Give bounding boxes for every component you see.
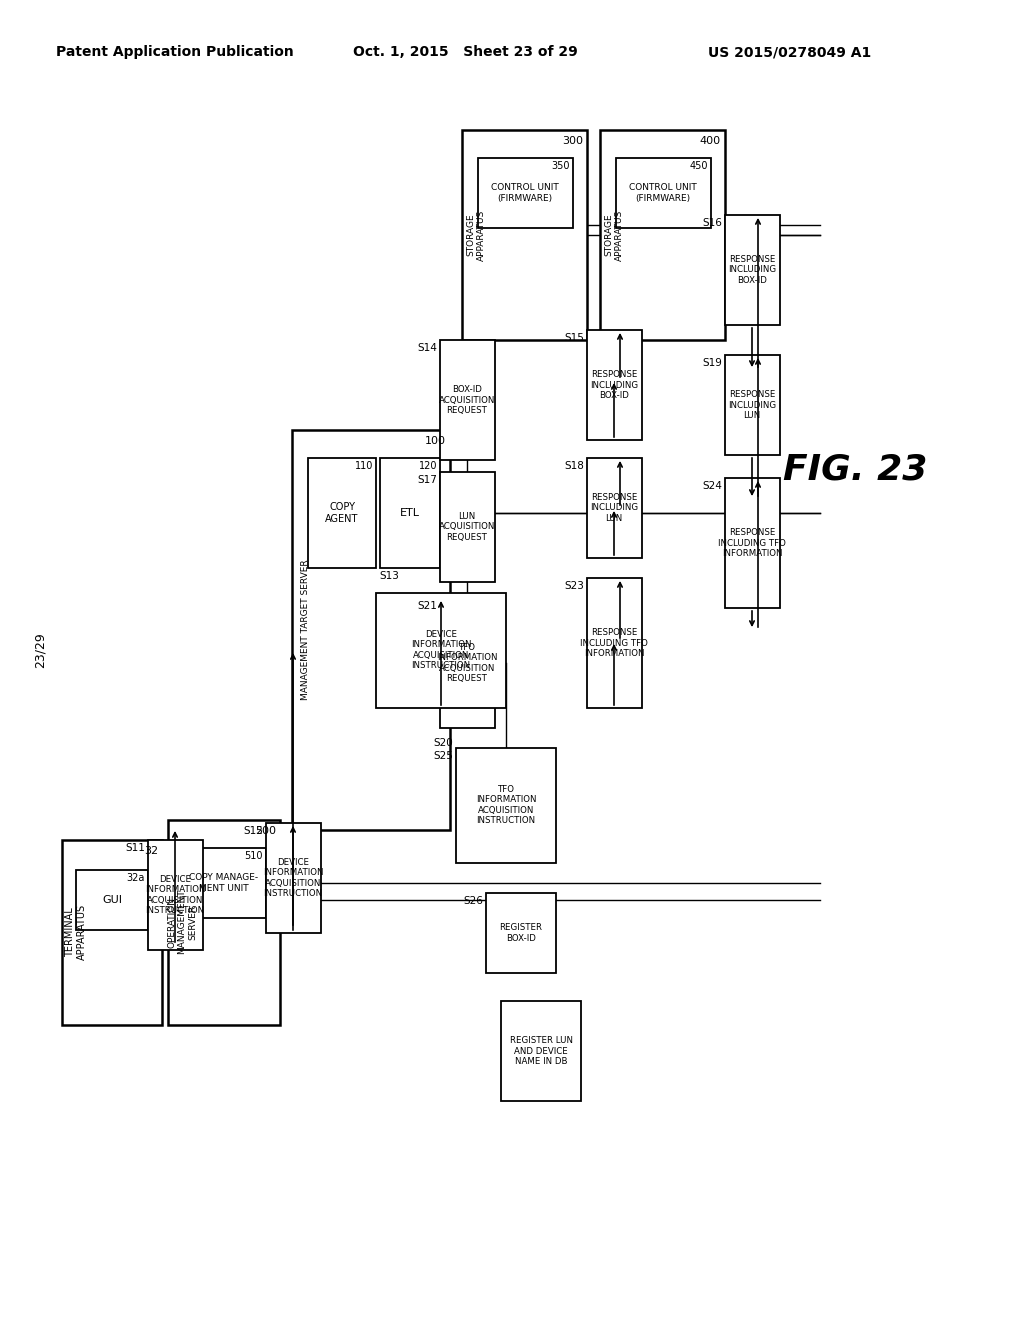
- Text: BOX-ID
ACQUISITION
REQUEST: BOX-ID ACQUISITION REQUEST: [439, 385, 496, 414]
- Text: US 2015/0278049 A1: US 2015/0278049 A1: [709, 45, 871, 59]
- Bar: [501, 1001, 581, 1101]
- Text: S21: S21: [417, 601, 437, 611]
- Text: 23/29: 23/29: [34, 632, 46, 668]
- Text: 450: 450: [689, 161, 708, 172]
- Text: ETL: ETL: [400, 508, 420, 517]
- Bar: [266, 822, 321, 933]
- Text: RESPONSE
INCLUDING
LUN: RESPONSE INCLUDING LUN: [590, 494, 638, 523]
- Text: S24: S24: [702, 480, 722, 491]
- Text: 110: 110: [354, 461, 373, 471]
- Bar: [76, 870, 148, 931]
- Text: STORAGE
APPARATUS: STORAGE APPARATUS: [604, 210, 624, 260]
- Text: OPERATION
MANAGEMENT
SERVER: OPERATION MANAGEMENT SERVER: [167, 890, 197, 954]
- Bar: [600, 129, 725, 341]
- Text: S14: S14: [417, 343, 437, 352]
- Bar: [486, 894, 556, 973]
- Bar: [440, 473, 495, 582]
- Bar: [725, 478, 780, 609]
- Text: RESPONSE
INCLUDING TFO
INFORMATION: RESPONSE INCLUDING TFO INFORMATION: [718, 528, 786, 558]
- Bar: [462, 129, 587, 341]
- Text: REGISTER LUN
AND DEVICE
NAME IN DB: REGISTER LUN AND DEVICE NAME IN DB: [510, 1036, 572, 1067]
- Bar: [440, 341, 495, 459]
- Bar: [292, 430, 450, 830]
- Bar: [725, 355, 780, 455]
- Text: DEVICE
INFORMATION
ACQUISITION
INSTRUCTION: DEVICE INFORMATION ACQUISITION INSTRUCTI…: [144, 875, 205, 915]
- Text: S11: S11: [125, 843, 145, 853]
- Bar: [182, 847, 266, 917]
- Text: Patent Application Publication: Patent Application Publication: [56, 45, 294, 59]
- Bar: [456, 748, 556, 863]
- Text: S16: S16: [702, 218, 722, 228]
- Text: CONTROL UNIT
(FIRMWARE): CONTROL UNIT (FIRMWARE): [629, 183, 697, 203]
- Bar: [587, 458, 642, 558]
- Bar: [148, 840, 203, 950]
- Text: 350: 350: [552, 161, 570, 172]
- Text: GUI: GUI: [102, 895, 122, 906]
- Text: S25: S25: [433, 751, 453, 762]
- Text: RESPONSE
INCLUDING
BOX-ID: RESPONSE INCLUDING BOX-ID: [728, 255, 776, 285]
- Text: RESPONSE
INCLUDING
BOX-ID: RESPONSE INCLUDING BOX-ID: [590, 370, 638, 400]
- Text: COPY
AGENT: COPY AGENT: [326, 502, 358, 524]
- Text: TFO
INFORMATION
ACQUISITION
INSTRUCTION: TFO INFORMATION ACQUISITION INSTRUCTION: [476, 785, 537, 825]
- Text: STORAGE
APPARATUS: STORAGE APPARATUS: [466, 210, 485, 260]
- Bar: [376, 593, 506, 708]
- Text: RESPONSE
INCLUDING
LUN: RESPONSE INCLUDING LUN: [728, 391, 776, 420]
- Bar: [587, 330, 642, 440]
- Text: 510: 510: [245, 851, 263, 861]
- Text: 300: 300: [562, 136, 583, 147]
- Text: S18: S18: [564, 461, 584, 471]
- Text: MANAGEMENT TARGET SERVER: MANAGEMENT TARGET SERVER: [301, 560, 310, 701]
- Text: 120: 120: [419, 461, 437, 471]
- Text: FIG. 23: FIG. 23: [782, 453, 927, 487]
- Text: COPY MANAGE-
MENT UNIT: COPY MANAGE- MENT UNIT: [189, 874, 259, 892]
- Text: DEVICE
INFORMATION
ACQUISITION
INSTRUCTION: DEVICE INFORMATION ACQUISITION INSTRUCTI…: [411, 630, 471, 671]
- Bar: [440, 598, 495, 729]
- Text: DEVICE
INFORMATION
ACQUISITION
INSTRUCTION: DEVICE INFORMATION ACQUISITION INSTRUCTI…: [263, 858, 324, 898]
- Text: 100: 100: [425, 436, 446, 446]
- Bar: [308, 458, 376, 568]
- Bar: [478, 158, 573, 228]
- Text: 32: 32: [144, 846, 158, 855]
- Bar: [62, 840, 162, 1026]
- Text: S23: S23: [564, 581, 584, 591]
- Text: S20: S20: [433, 738, 453, 748]
- Text: S19: S19: [702, 358, 722, 368]
- Text: 400: 400: [699, 136, 721, 147]
- Text: Oct. 1, 2015   Sheet 23 of 29: Oct. 1, 2015 Sheet 23 of 29: [352, 45, 578, 59]
- Bar: [168, 820, 280, 1026]
- Text: S13: S13: [379, 572, 399, 581]
- Bar: [587, 578, 642, 708]
- Text: S12: S12: [243, 826, 263, 836]
- Text: TFO
INFORMATION
ACQUISITION
REQUEST: TFO INFORMATION ACQUISITION REQUEST: [437, 643, 498, 684]
- Bar: [380, 458, 440, 568]
- Text: RESPONSE
INCLUDING TFO
INFORMATION: RESPONSE INCLUDING TFO INFORMATION: [580, 628, 648, 657]
- Text: S26: S26: [463, 896, 483, 906]
- Text: 32a: 32a: [127, 873, 145, 883]
- Text: TERMINAL
APPARATUS: TERMINAL APPARATUS: [66, 904, 87, 960]
- Bar: [725, 215, 780, 325]
- Text: S17: S17: [417, 475, 437, 484]
- Text: 500: 500: [255, 826, 276, 836]
- Text: CONTROL UNIT
(FIRMWARE): CONTROL UNIT (FIRMWARE): [492, 183, 559, 203]
- Bar: [616, 158, 711, 228]
- Text: S15: S15: [564, 333, 584, 343]
- Text: LUN
ACQUISITION
REQUEST: LUN ACQUISITION REQUEST: [439, 512, 496, 543]
- Text: REGISTER
BOX-ID: REGISTER BOX-ID: [500, 923, 543, 942]
